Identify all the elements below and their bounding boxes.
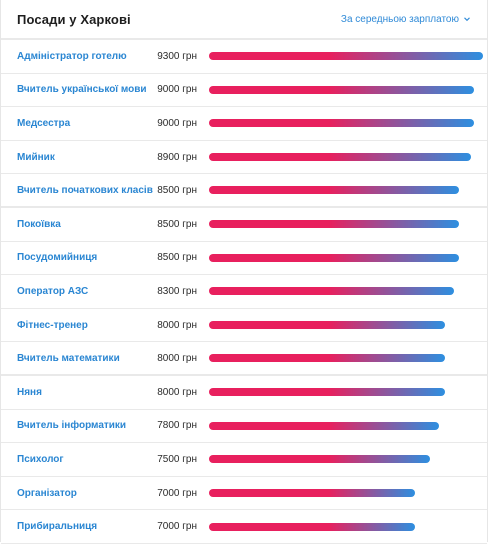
salary-bar-track: [209, 455, 483, 464]
salary-bar-track: [209, 52, 483, 61]
job-title-link[interactable]: Мийник: [17, 151, 55, 163]
job-title-link[interactable]: Медсестра: [17, 117, 71, 129]
salary-bar: [209, 321, 445, 330]
salary-value: 8000 грн: [157, 319, 197, 331]
job-title-link[interactable]: Покоївка: [17, 218, 61, 230]
list-item: Медсестра 9000 грн: [1, 107, 487, 141]
salary-bar: [209, 455, 430, 464]
salary-bar-track: [209, 287, 483, 296]
sort-dropdown[interactable]: За середньою зарплатою: [341, 14, 471, 25]
salary-bar: [209, 85, 474, 94]
job-title-link[interactable]: Вчитель математики: [17, 352, 120, 364]
salary-value: 7800 грн: [157, 420, 197, 432]
list-item: Няня 8000 грн: [1, 376, 487, 410]
list-item: Посудомийниця 8500 грн: [1, 242, 487, 276]
salary-bar-track: [209, 186, 483, 195]
salary-bar: [209, 388, 445, 397]
salary-bar-track: [209, 321, 483, 330]
salary-bar-track: [209, 119, 483, 128]
salary-bar: [209, 253, 459, 262]
salary-bar: [209, 119, 474, 128]
list-item: Вчитель інформатики 7800 грн: [1, 410, 487, 444]
salary-bar: [209, 220, 459, 229]
salary-value: 9000 грн: [157, 84, 197, 96]
job-title-link[interactable]: Фітнес-тренер: [17, 319, 88, 331]
panel-header: Посади у Харкові За середньою зарплатою: [1, 0, 487, 40]
salary-bar-track: [209, 421, 483, 430]
salary-bar-track: [209, 153, 483, 162]
sort-label: За середньою зарплатою: [340, 13, 459, 25]
list-item: Оператор АЗС 8300 грн: [1, 275, 487, 309]
salary-bar-track: [209, 489, 483, 498]
salary-bar: [209, 421, 439, 430]
salary-value: 9300 грн: [157, 50, 197, 62]
job-title-link[interactable]: Організатор: [17, 487, 77, 499]
chevron-down-icon: [463, 15, 471, 23]
job-list: Адміністратор готелю 9300 грн Вчитель укра…: [1, 40, 487, 544]
job-title-link[interactable]: Няня: [17, 386, 42, 398]
job-title-link[interactable]: Психолог: [17, 453, 64, 465]
list-item: Покоївка 8500 грн: [1, 208, 487, 242]
salary-bar: [209, 489, 415, 498]
salary-bar-track: [209, 522, 483, 531]
salary-value: 7000 грн: [157, 487, 197, 499]
list-item: Психолог 7500 грн: [1, 443, 487, 477]
job-title-link[interactable]: Вчитель інформатики: [17, 420, 127, 432]
salary-value: 8500 грн: [157, 218, 197, 230]
job-title-link[interactable]: Вчитель української мови: [17, 84, 147, 96]
salary-value: 8500 грн: [157, 184, 197, 196]
salary-bar: [209, 287, 454, 296]
list-item: Вчитель початкових класів 8500 грн: [1, 174, 487, 208]
list-item: Вчитель української мови 9000 грн: [1, 74, 487, 108]
salary-value: 8500 грн: [157, 252, 197, 264]
salary-bar: [209, 52, 483, 61]
salary-bar-track: [209, 85, 483, 94]
job-title-link[interactable]: Вчитель початкових класів: [17, 184, 153, 196]
job-title-link[interactable]: Адміністратор готелю: [17, 50, 127, 62]
salary-value: 7500 грн: [157, 453, 197, 465]
job-title-link[interactable]: Прибиральниця: [17, 521, 98, 533]
salary-bar: [209, 354, 445, 363]
list-item: Прибиральниця 7000 грн: [1, 510, 487, 544]
list-item: Фітнес-тренер 8000 грн: [1, 309, 487, 343]
salary-value: 8000 грн: [157, 386, 197, 398]
salary-value: 8000 грн: [157, 352, 197, 364]
job-title-link[interactable]: Оператор АЗС: [17, 285, 89, 297]
list-item: Вчитель математики 8000 грн: [1, 342, 487, 376]
salary-bar-track: [209, 220, 483, 229]
list-item: Адміністратор готелю 9300 грн: [1, 40, 487, 74]
salary-value: 8900 грн: [157, 151, 197, 163]
list-item: Організатор 7000 грн: [1, 477, 487, 511]
salary-value: 9000 грн: [157, 117, 197, 129]
salary-bar-track: [209, 253, 483, 262]
salary-bar: [209, 153, 471, 162]
salary-bar: [209, 522, 415, 531]
salary-bar-track: [209, 354, 483, 363]
page-title: Посади у Харкові: [17, 11, 131, 27]
job-title-link[interactable]: Посудомийниця: [17, 252, 98, 264]
salary-value: 7000 грн: [157, 521, 197, 533]
list-item: Мийник 8900 грн: [1, 141, 487, 175]
salary-value: 8300 грн: [157, 285, 197, 297]
salary-bar: [209, 186, 459, 195]
salary-bar-track: [209, 388, 483, 397]
